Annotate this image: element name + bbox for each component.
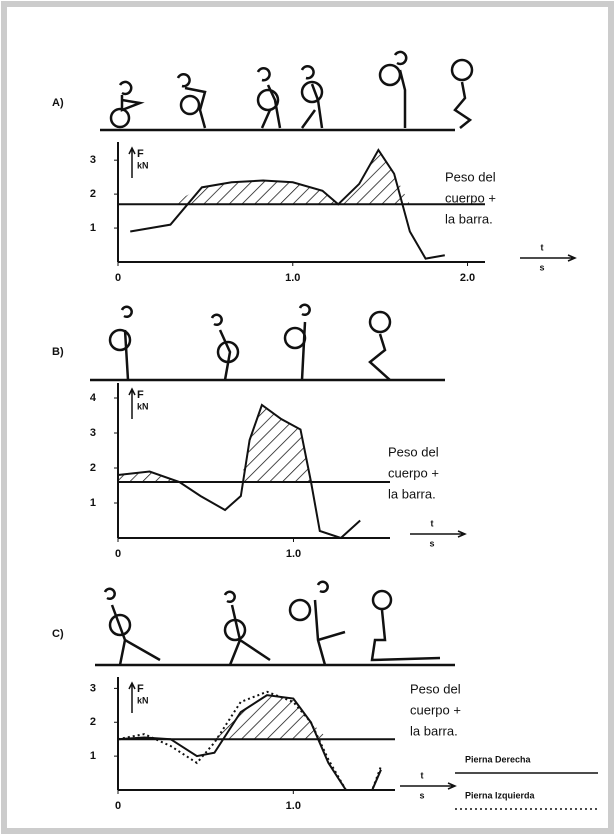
annotation: la barra. [445, 211, 493, 226]
x-tick-label: 1.0 [285, 272, 300, 284]
x-tick-label: 1.0 [286, 548, 301, 560]
x-label: t [541, 242, 544, 252]
y-tick-label: 1 [90, 750, 96, 762]
y-label: F [137, 148, 144, 160]
annotation: cuerpo + [445, 190, 496, 205]
panel-label: C) [52, 628, 64, 640]
y-tick-label: 1 [90, 222, 96, 234]
panel-label: A) [52, 97, 64, 109]
y-unit: kN [137, 401, 149, 411]
x-tick-label: 0 [115, 272, 121, 284]
x-unit: s [419, 790, 424, 800]
panel-label: B) [52, 346, 64, 358]
stick-figures-b [90, 305, 445, 380]
x-tick-label: 0 [115, 800, 121, 812]
x-unit: s [539, 262, 544, 272]
y-tick-label: 2 [90, 716, 96, 728]
annotation: la barra. [388, 486, 436, 501]
x-unit: s [429, 538, 434, 548]
y-tick-label: 3 [90, 154, 96, 166]
x-label: t [421, 770, 424, 780]
data-line [118, 405, 360, 538]
x-tick-label: 1.0 [286, 800, 301, 812]
y-unit: kN [137, 160, 149, 170]
y-label: F [137, 389, 144, 401]
annotation: cuerpo + [388, 465, 439, 480]
annotation: la barra. [410, 723, 458, 738]
x-arrow [410, 531, 465, 537]
y-tick-label: 2 [90, 188, 96, 200]
x-tick-label: 0 [115, 548, 121, 560]
figure: A)FkNts12301.02.0Peso delcuerpo +la barr… [0, 0, 615, 835]
x-arrow [520, 255, 575, 261]
y-label: F [137, 683, 144, 695]
y-tick-label: 3 [90, 682, 96, 694]
frame [4, 4, 611, 831]
y-unit: kN [137, 695, 149, 705]
y-arrow [129, 389, 135, 419]
stick-figures-c [95, 582, 455, 665]
x-label: t [431, 518, 434, 528]
y-arrow [129, 148, 135, 178]
legend-label: Pierna Derecha [465, 754, 532, 764]
legend-label: Pierna Izquierda [465, 790, 536, 800]
hatched-area [130, 150, 445, 204]
annotation: Peso del [445, 169, 496, 184]
y-tick-label: 1 [90, 497, 96, 509]
hatched-area [118, 695, 381, 739]
y-tick-label: 4 [90, 392, 97, 404]
y-arrow [129, 683, 135, 713]
y-tick-label: 3 [90, 427, 96, 439]
x-tick-label: 2.0 [460, 272, 475, 284]
annotation: Peso del [388, 444, 439, 459]
hatched-area [118, 405, 360, 482]
stick-figures-a [100, 52, 472, 130]
x-arrow [400, 783, 455, 789]
annotation: Peso del [410, 681, 461, 696]
y-tick-label: 2 [90, 462, 96, 474]
annotation: cuerpo + [410, 702, 461, 717]
